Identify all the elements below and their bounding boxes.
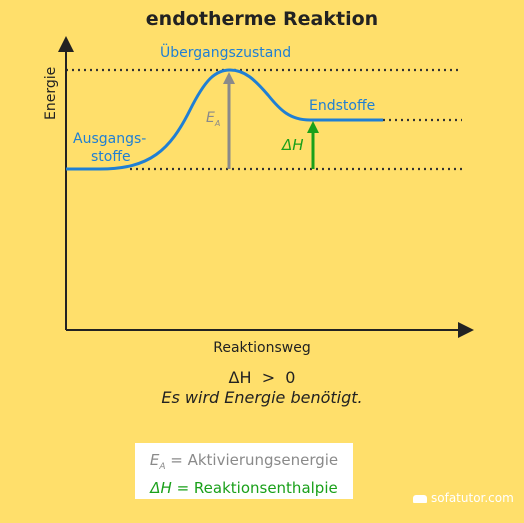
label-reactants-line1: Ausgangs- (73, 131, 146, 147)
logo-text: sofatutor.com (431, 491, 514, 505)
enthalpy-condition: ΔH > 0 (228, 368, 296, 387)
legend-box: EA = Aktivierungsenergie ΔH = Reaktionse… (135, 443, 353, 499)
legend-dh-text: = Reaktionsenthalpie (171, 479, 338, 497)
sofatutor-logo[interactable]: sofatutor.com (413, 491, 514, 505)
sofa-icon (413, 494, 427, 503)
legend-ea-subscript: A (159, 462, 166, 472)
activation-energy-arrowhead (223, 72, 235, 84)
energy-note: Es wird Energie benötigt. (161, 388, 363, 407)
energy-curve (66, 68, 383, 171)
legend-dh-symbol: ΔH (150, 479, 172, 497)
label-reactants-line2: stoffe (91, 149, 131, 165)
y-axis-label: Energie (43, 67, 59, 120)
legend-row-activation: EA = Aktivierungsenergie (135, 450, 353, 478)
x-axis-label: Reaktionsweg (213, 340, 311, 356)
label-activation-energy: EA (206, 110, 220, 128)
legend-ea-symbol: E (149, 451, 160, 469)
label-products: Endstoffe (309, 98, 375, 114)
enthalpy-arrowhead (307, 121, 319, 133)
label-enthalpy: ΔH (281, 136, 304, 154)
diagram-title: endotherme Reaktion (145, 8, 379, 30)
legend-ea-text: = Aktivierungsenergie (165, 451, 339, 469)
label-transition-state: Übergangszustand (160, 43, 291, 61)
legend-row-enthalpy: ΔH = Reaktionsenthalpie (135, 478, 353, 499)
